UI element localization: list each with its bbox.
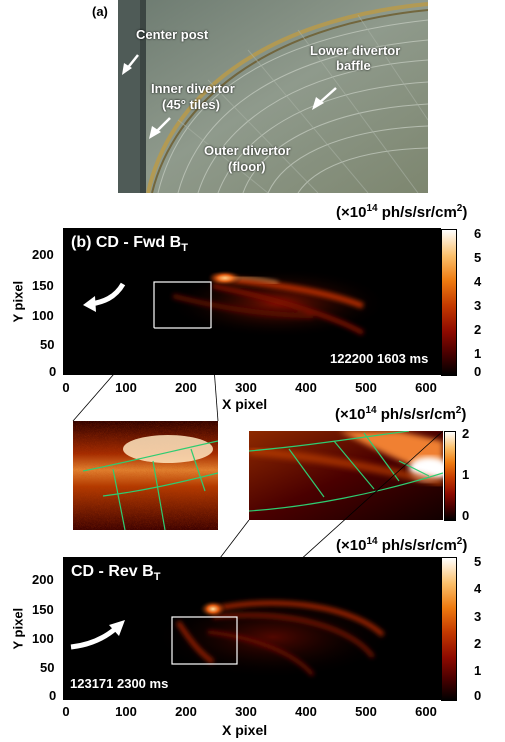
label-center-post: Center post bbox=[136, 27, 209, 42]
panel-c-colorbar-tick: 0 bbox=[474, 688, 482, 703]
zoom-colorbar-tick: 0 bbox=[462, 508, 470, 523]
zoom-units: (×1014 ph/s/sr/cm2) bbox=[335, 405, 467, 423]
panel-b-y-tick: 100 bbox=[32, 308, 54, 323]
panel-c-x-tick: 500 bbox=[355, 704, 377, 719]
label-outer-divertor-2: (floor) bbox=[228, 159, 266, 174]
panel-c-x-tick: 400 bbox=[295, 704, 317, 719]
zoom-colorbar bbox=[444, 431, 456, 521]
panel-c-y-tick: 0 bbox=[49, 688, 57, 703]
divertor-photo: Center post Inner divertor (45° tiles) O… bbox=[118, 0, 428, 193]
panel-b-units: (×1014 ph/s/sr/cm2) bbox=[336, 203, 468, 221]
panel-b-image: (b) CD - Fwd BT 122200 1603 ms bbox=[63, 228, 441, 375]
panel-c-y-tick: 200 bbox=[32, 572, 54, 587]
zoom-inset-right bbox=[249, 431, 443, 520]
panel-b-colorbar-tick: 3 bbox=[474, 298, 482, 313]
panel-b-xlabel: X pixel bbox=[222, 396, 268, 412]
panel-c-colorbar-tick: 5 bbox=[474, 554, 482, 569]
panel-c-title: CD - Rev BT bbox=[71, 563, 161, 584]
panel-a-label: (a) bbox=[92, 4, 108, 19]
divertor-photo-drawing bbox=[118, 0, 428, 193]
panel-b-x-tick: 400 bbox=[295, 380, 317, 395]
panel-c-colorbar-tick: 2 bbox=[474, 636, 482, 651]
panel-b-x-tick: 100 bbox=[115, 380, 137, 395]
zoom-inset-left-image bbox=[73, 421, 218, 530]
panel-c-colorbar bbox=[441, 557, 457, 701]
panel-b-arrow-icon bbox=[83, 282, 126, 312]
panel-b-emission bbox=[153, 268, 388, 338]
label-lower-baffle-2: baffle bbox=[336, 58, 371, 73]
panel-c-arrow-icon bbox=[70, 620, 125, 650]
panel-b-colorbar-tick: 2 bbox=[474, 322, 482, 337]
panel-b-x-tick: 0 bbox=[62, 380, 70, 395]
panel-b-y-tick: 150 bbox=[32, 278, 54, 293]
panel-b-title: (b) CD - Fwd BT bbox=[71, 234, 188, 255]
panel-c-x-tick: 300 bbox=[235, 704, 257, 719]
panel-b-colorbar-tick: 0 bbox=[474, 364, 482, 379]
zoom-inset-right-image bbox=[249, 431, 443, 520]
panel-c-x-tick: 600 bbox=[415, 704, 437, 719]
panel-c-colorbar-tick: 4 bbox=[474, 581, 482, 596]
panel-c-x-tick: 100 bbox=[115, 704, 137, 719]
panel-c-xlabel: X pixel bbox=[222, 722, 268, 738]
label-inner-divertor-1: Inner divertor bbox=[151, 81, 235, 96]
panel-b-colorbar-tick: 1 bbox=[474, 346, 482, 361]
zoom-inset-left bbox=[73, 421, 218, 530]
label-lower-baffle-1: Lower divertor bbox=[310, 43, 401, 58]
panel-b-x-tick: 600 bbox=[415, 380, 437, 395]
panel-b-x-tick: 200 bbox=[175, 380, 197, 395]
panel-b-colorbar-tick: 4 bbox=[474, 274, 482, 289]
panel-c-emission bbox=[153, 595, 393, 679]
panel-c-colorbar-tick: 1 bbox=[474, 663, 482, 678]
panel-c-shot: 123171 2300 ms bbox=[70, 676, 169, 691]
panel-b-y-tick: 0 bbox=[49, 364, 57, 379]
panel-c-colorbar-tick: 3 bbox=[474, 609, 482, 624]
panel-b-colorbar-tick: 6 bbox=[474, 226, 482, 241]
label-inner-divertor-2: (45° tiles) bbox=[162, 97, 220, 112]
panel-c-x-tick: 0 bbox=[62, 704, 70, 719]
panel-c-image: CD - Rev BT 123171 2300 ms bbox=[63, 557, 441, 700]
panel-c-y-tick: 50 bbox=[40, 660, 55, 675]
panel-b-x-tick: 500 bbox=[355, 380, 377, 395]
panel-b-colorbar bbox=[441, 229, 457, 376]
panel-c-y-tick: 150 bbox=[32, 602, 54, 617]
panel-c-units: (×1014 ph/s/sr/cm2) bbox=[336, 536, 468, 554]
panel-c-y-tick: 100 bbox=[32, 631, 54, 646]
panel-b-y-tick: 50 bbox=[40, 337, 55, 352]
label-outer-divertor-1: Outer divertor bbox=[204, 143, 291, 158]
panel-b-x-tick: 300 bbox=[235, 380, 257, 395]
panel-b-shot: 122200 1603 ms bbox=[330, 351, 429, 366]
panel-c-x-tick: 200 bbox=[175, 704, 197, 719]
zoom-colorbar-tick: 2 bbox=[462, 426, 470, 441]
panel-b-y-tick: 200 bbox=[32, 247, 54, 262]
panel-b-colorbar-tick: 5 bbox=[474, 250, 482, 265]
zoom-colorbar-tick: 1 bbox=[462, 467, 470, 482]
